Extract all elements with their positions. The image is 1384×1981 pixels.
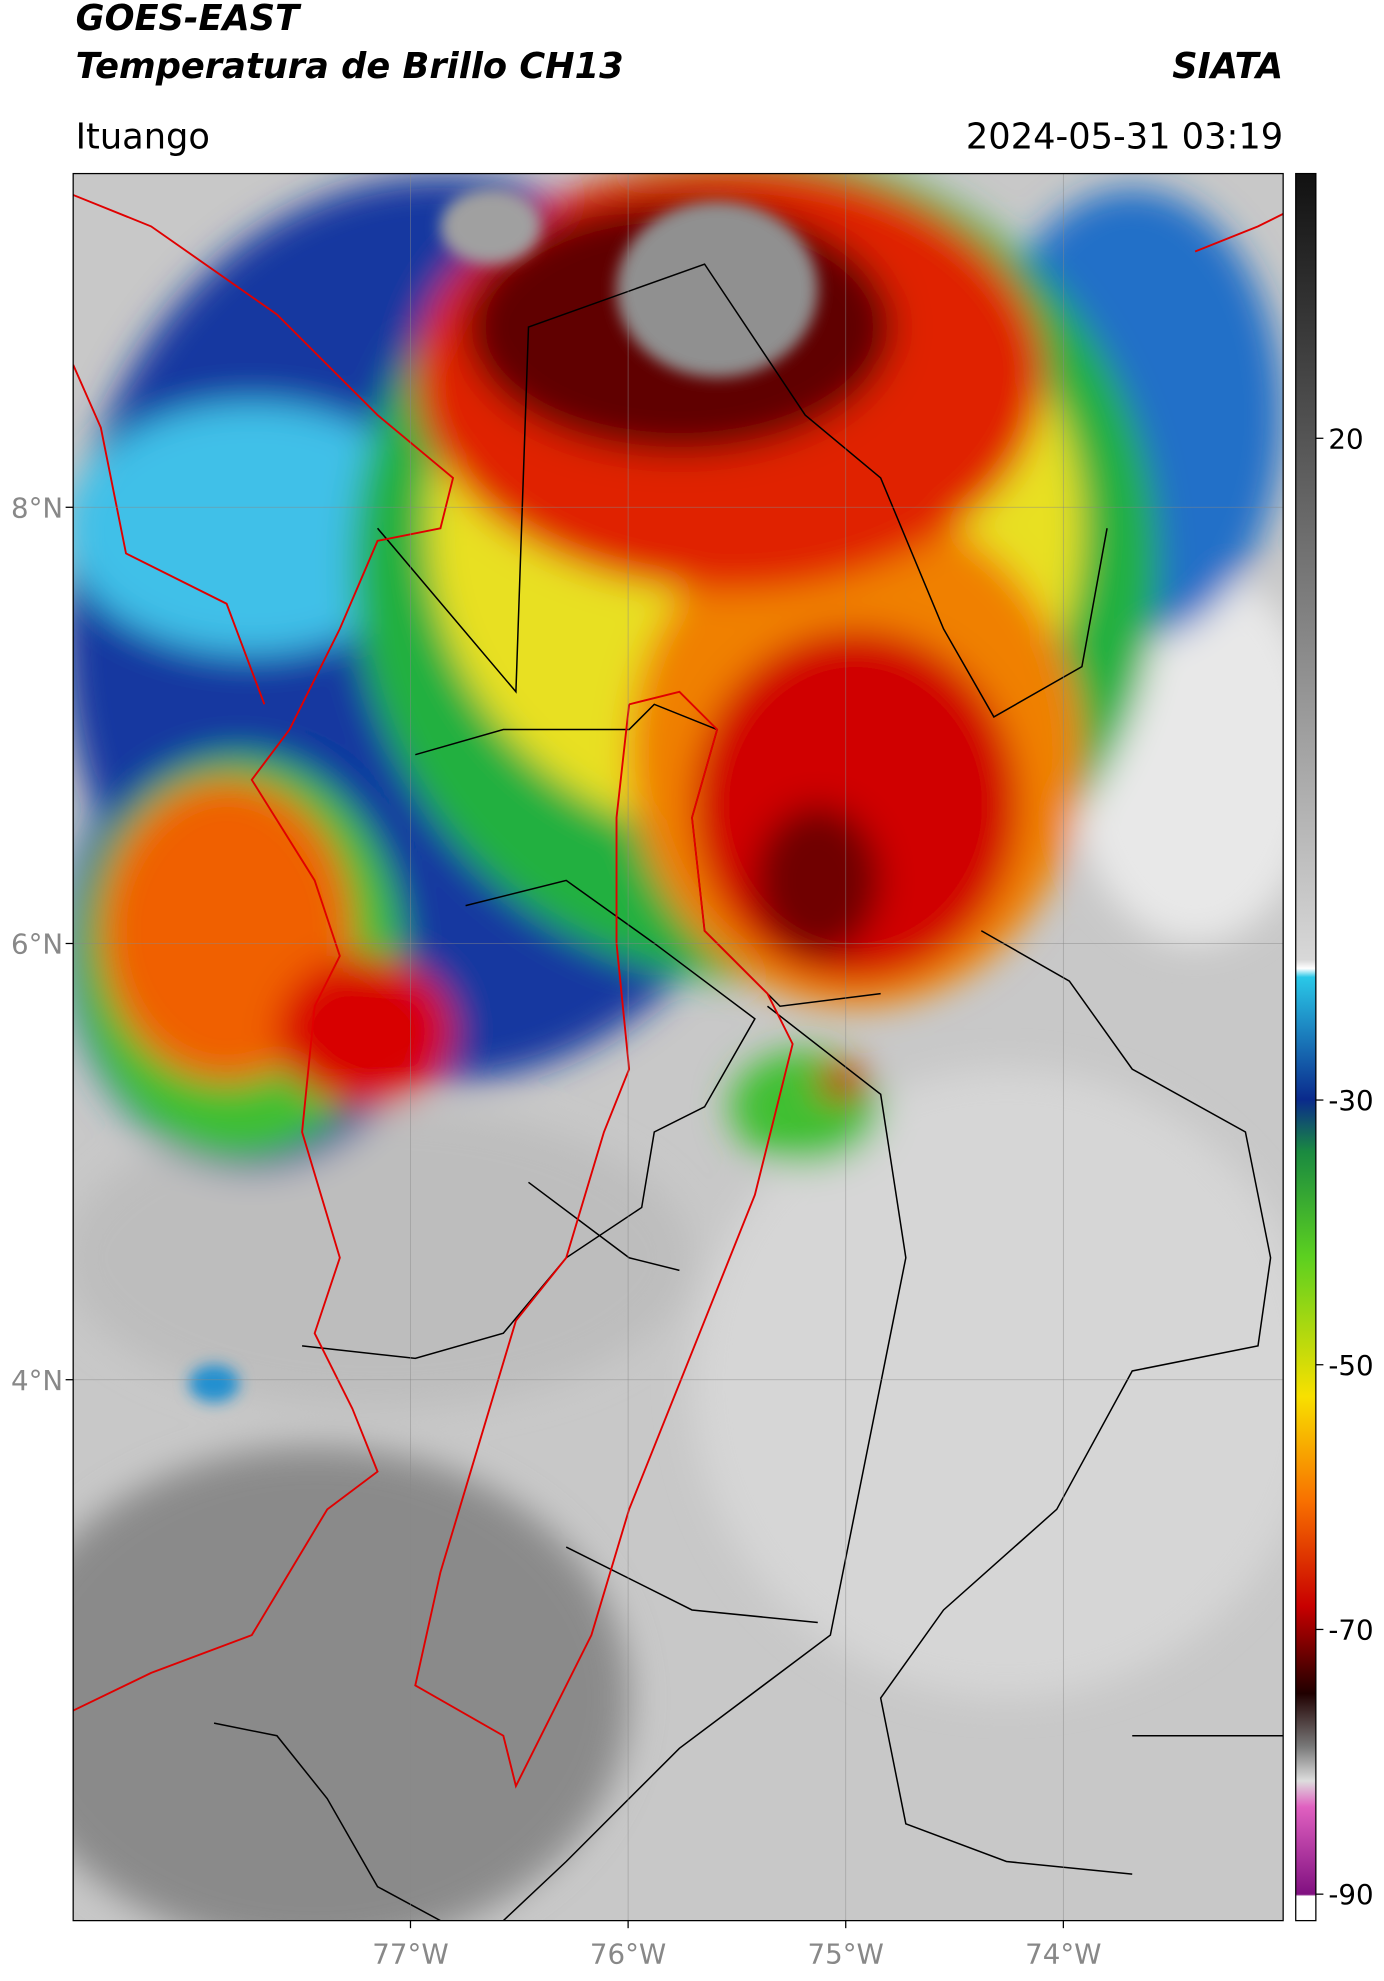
brand: SIATA bbox=[1172, 46, 1283, 87]
lon-tick-label: 77°W bbox=[372, 1937, 448, 1970]
colorbar-tick-label: 20 bbox=[1328, 422, 1363, 455]
lon-tick-label: 76°W bbox=[590, 1937, 666, 1970]
colorbar-tick-label: -70 bbox=[1328, 1614, 1373, 1647]
map-image bbox=[73, 173, 1284, 1921]
colorbar-tick-label: -90 bbox=[1328, 1878, 1373, 1911]
location: Ituango bbox=[76, 116, 210, 157]
lat-tick-label: 8°N bbox=[11, 491, 63, 524]
lon-tick-label: 74°W bbox=[1025, 1937, 1101, 1970]
lat-tick-label: 6°N bbox=[11, 928, 63, 961]
grid bbox=[73, 173, 1284, 1921]
lon-tick-label: 75°W bbox=[808, 1937, 884, 1970]
title: GOES-EAST bbox=[76, 0, 302, 39]
colorbar-tick-label: -50 bbox=[1328, 1349, 1373, 1382]
lat-tick-label: 4°N bbox=[11, 1364, 63, 1397]
timestamp: 2024-05-31 03:19 bbox=[966, 116, 1283, 157]
map-frame bbox=[72, 172, 1284, 1922]
colorbar-tick-label: -30 bbox=[1328, 1084, 1373, 1117]
subtitle: Temperatura de Brillo CH13 bbox=[76, 46, 624, 87]
colorbar bbox=[1295, 172, 1317, 1922]
